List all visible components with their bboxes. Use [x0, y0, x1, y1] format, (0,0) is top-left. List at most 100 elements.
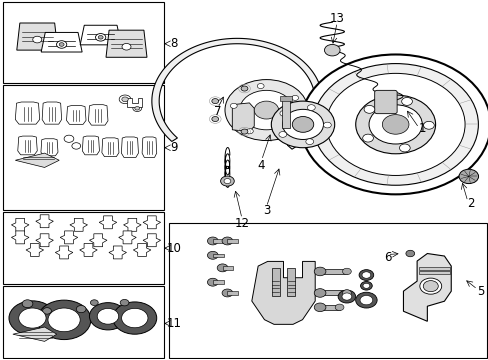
- Text: 13: 13: [329, 12, 344, 25]
- Polygon shape: [80, 243, 97, 256]
- Circle shape: [382, 114, 408, 134]
- Polygon shape: [41, 32, 82, 52]
- Circle shape: [220, 176, 234, 186]
- Circle shape: [119, 95, 131, 104]
- Polygon shape: [80, 25, 121, 45]
- Bar: [212, 239, 223, 243]
- Circle shape: [211, 99, 218, 104]
- Polygon shape: [119, 231, 136, 244]
- Text: 6: 6: [384, 251, 391, 264]
- Polygon shape: [70, 219, 87, 231]
- Circle shape: [362, 134, 373, 142]
- Circle shape: [419, 278, 441, 294]
- Circle shape: [305, 139, 313, 144]
- Circle shape: [307, 105, 315, 111]
- Circle shape: [399, 144, 409, 152]
- Circle shape: [271, 101, 334, 148]
- Polygon shape: [109, 246, 126, 259]
- Bar: [271, 269, 279, 296]
- Circle shape: [97, 309, 119, 324]
- Circle shape: [122, 44, 131, 50]
- Circle shape: [334, 304, 343, 311]
- Circle shape: [241, 86, 247, 91]
- Polygon shape: [106, 30, 147, 57]
- Bar: [168, 223, 487, 357]
- Circle shape: [207, 278, 218, 286]
- Circle shape: [325, 73, 464, 175]
- Circle shape: [222, 289, 232, 297]
- Text: 11: 11: [166, 317, 181, 330]
- Circle shape: [257, 84, 264, 89]
- Polygon shape: [15, 153, 59, 167]
- Circle shape: [284, 126, 290, 131]
- Text: 8: 8: [170, 37, 177, 50]
- Circle shape: [89, 303, 126, 330]
- Circle shape: [246, 129, 253, 134]
- Circle shape: [230, 103, 237, 108]
- Circle shape: [358, 270, 373, 280]
- Bar: [227, 291, 238, 295]
- Bar: [3, 286, 163, 357]
- Circle shape: [368, 105, 422, 144]
- Polygon shape: [89, 234, 107, 247]
- Circle shape: [360, 282, 371, 290]
- Text: 3: 3: [262, 204, 269, 217]
- Circle shape: [135, 107, 140, 110]
- Circle shape: [90, 300, 98, 306]
- Circle shape: [405, 250, 414, 257]
- Polygon shape: [133, 243, 151, 256]
- Text: 12: 12: [234, 216, 249, 230]
- Circle shape: [42, 308, 51, 314]
- Circle shape: [224, 179, 230, 184]
- Circle shape: [364, 105, 374, 113]
- Circle shape: [423, 281, 437, 292]
- Bar: [3, 212, 163, 284]
- Text: 9: 9: [170, 141, 177, 154]
- Text: 1: 1: [418, 122, 426, 135]
- Polygon shape: [11, 219, 29, 231]
- Bar: [320, 269, 346, 274]
- Polygon shape: [13, 327, 57, 341]
- Circle shape: [278, 131, 286, 137]
- Circle shape: [33, 36, 41, 43]
- Circle shape: [341, 293, 351, 300]
- Circle shape: [241, 129, 247, 134]
- Bar: [287, 269, 295, 296]
- Polygon shape: [232, 103, 254, 132]
- Circle shape: [292, 117, 313, 132]
- Circle shape: [122, 97, 128, 102]
- Bar: [222, 266, 233, 270]
- Circle shape: [122, 309, 148, 328]
- Polygon shape: [127, 98, 142, 107]
- Circle shape: [314, 289, 325, 297]
- Bar: [418, 271, 448, 274]
- Polygon shape: [143, 216, 160, 229]
- Text: 2: 2: [467, 197, 474, 210]
- Circle shape: [312, 64, 477, 185]
- Circle shape: [22, 300, 33, 308]
- Circle shape: [254, 101, 278, 119]
- Circle shape: [207, 237, 218, 245]
- Circle shape: [95, 33, 105, 41]
- Circle shape: [300, 54, 488, 194]
- Polygon shape: [142, 137, 157, 157]
- Bar: [212, 253, 223, 257]
- Polygon shape: [82, 136, 99, 155]
- Circle shape: [222, 237, 232, 245]
- Circle shape: [401, 98, 411, 105]
- Polygon shape: [15, 102, 40, 124]
- Polygon shape: [88, 105, 108, 125]
- Circle shape: [314, 303, 325, 312]
- Circle shape: [359, 296, 372, 305]
- Circle shape: [76, 306, 86, 313]
- Circle shape: [120, 300, 129, 306]
- Circle shape: [342, 290, 350, 296]
- Circle shape: [279, 111, 287, 116]
- Circle shape: [64, 135, 74, 142]
- Circle shape: [239, 90, 293, 130]
- Bar: [418, 267, 448, 270]
- Circle shape: [113, 302, 157, 334]
- Polygon shape: [26, 243, 43, 256]
- Polygon shape: [152, 39, 322, 149]
- Polygon shape: [123, 219, 141, 231]
